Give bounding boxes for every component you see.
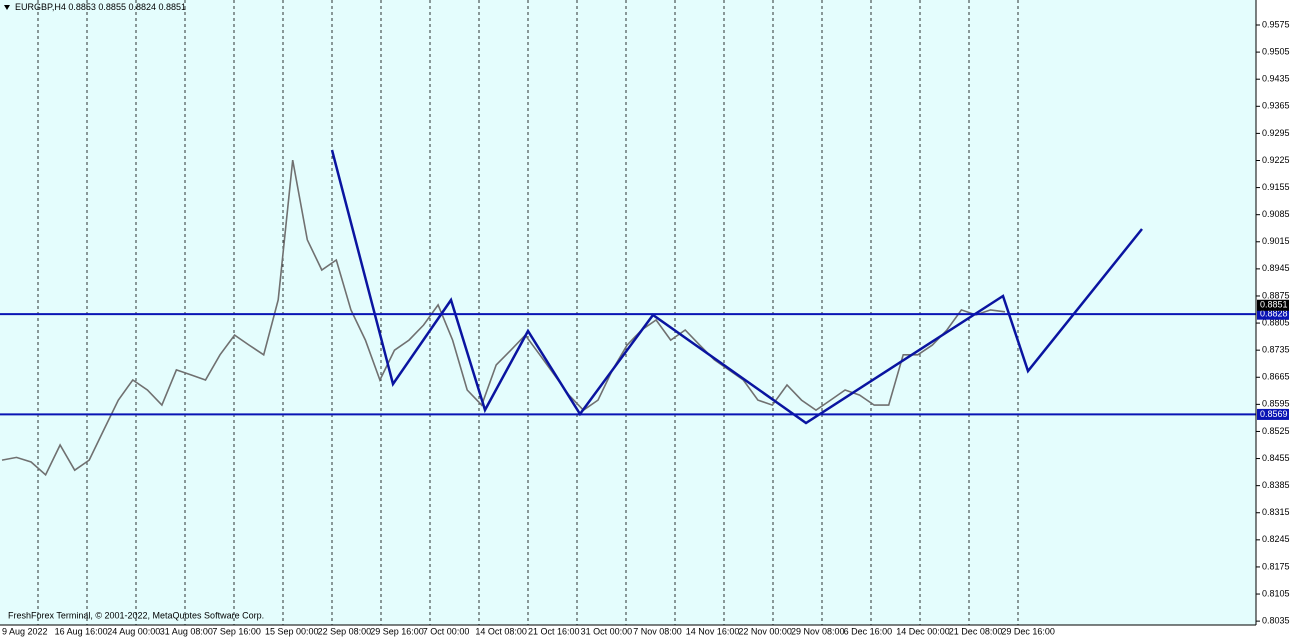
price-label: 0.8525 <box>1262 426 1290 436</box>
time-label: 29 Dec 16:00 <box>1001 626 1055 636</box>
price-label: 0.8875 <box>1262 290 1290 300</box>
price-label: 0.8735 <box>1262 345 1290 355</box>
price-label: 0.9435 <box>1262 74 1290 84</box>
time-label: 15 Sep 00:00 <box>265 626 319 636</box>
price-label: 0.8245 <box>1262 534 1290 544</box>
level-price-label: 0.8569 <box>1260 409 1288 419</box>
price-label: 0.9295 <box>1262 128 1290 138</box>
time-label: 31 Oct 00:00 <box>581 626 633 636</box>
price-label: 0.9575 <box>1262 19 1290 29</box>
levels <box>0 313 1256 416</box>
price-series <box>1 159 1006 477</box>
time-label: 22 Nov 00:00 <box>738 626 792 636</box>
grid <box>37 0 1019 625</box>
price-label: 0.9015 <box>1262 236 1290 246</box>
price-label: 0.8945 <box>1262 263 1290 273</box>
price-label: 0.9505 <box>1262 46 1290 56</box>
price-label: 0.9365 <box>1262 101 1290 111</box>
time-label: 21 Oct 16:00 <box>528 626 580 636</box>
price-line <box>1 159 1006 477</box>
price-label: 0.8385 <box>1262 480 1290 490</box>
current-price-box <box>1257 299 1289 311</box>
copyright: FreshForex Terminal, © 2001-2022, MetaQu… <box>8 610 264 620</box>
time-label: 31 Aug 08:00 <box>160 626 213 636</box>
price-label: 0.8455 <box>1262 453 1290 463</box>
price-label: 0.9225 <box>1262 155 1290 165</box>
time-label: 6 Dec 16:00 <box>844 626 893 636</box>
price-label: 0.8595 <box>1262 399 1290 409</box>
plot-background <box>0 0 1256 625</box>
price-label: 0.9155 <box>1262 182 1290 192</box>
time-label: 14 Dec 00:00 <box>896 626 950 636</box>
time-label: 14 Oct 08:00 <box>475 626 527 636</box>
price-label: 0.9085 <box>1262 209 1290 219</box>
time-label: 22 Sep 08:00 <box>318 626 372 636</box>
menu-arrow[interactable] <box>4 5 10 10</box>
time-label: 29 Sep 16:00 <box>370 626 424 636</box>
price-label: 0.8175 <box>1262 561 1290 571</box>
time-label: 24 Aug 00:00 <box>107 626 160 636</box>
level-price-box <box>1257 308 1289 320</box>
price-label: 0.8805 <box>1262 317 1290 327</box>
level-price-box <box>1257 408 1289 420</box>
level-price-label: 0.8828 <box>1260 309 1288 319</box>
time-label: 7 Nov 08:00 <box>633 626 682 636</box>
time-label: 9 Aug 2022 <box>2 626 48 636</box>
price-label: 0.8105 <box>1262 588 1290 598</box>
time-label: 29 Nov 08:00 <box>791 626 845 636</box>
time-label: 16 Aug 16:00 <box>55 626 108 636</box>
price-label: 0.8035 <box>1262 616 1290 626</box>
price-label: 0.8665 <box>1262 372 1290 382</box>
time-label: 7 Oct 00:00 <box>423 626 470 636</box>
price-label: 0.8315 <box>1262 507 1290 517</box>
time-label: 14 Nov 16:00 <box>686 626 740 636</box>
symbol-header: EURGBP,H4 0.8853 0.8855 0.8824 0.8851 <box>15 2 186 12</box>
current-price-label: 0.8851 <box>1260 300 1288 310</box>
time-label: 21 Dec 08:00 <box>949 626 1003 636</box>
time-label: 7 Sep 16:00 <box>212 626 261 636</box>
